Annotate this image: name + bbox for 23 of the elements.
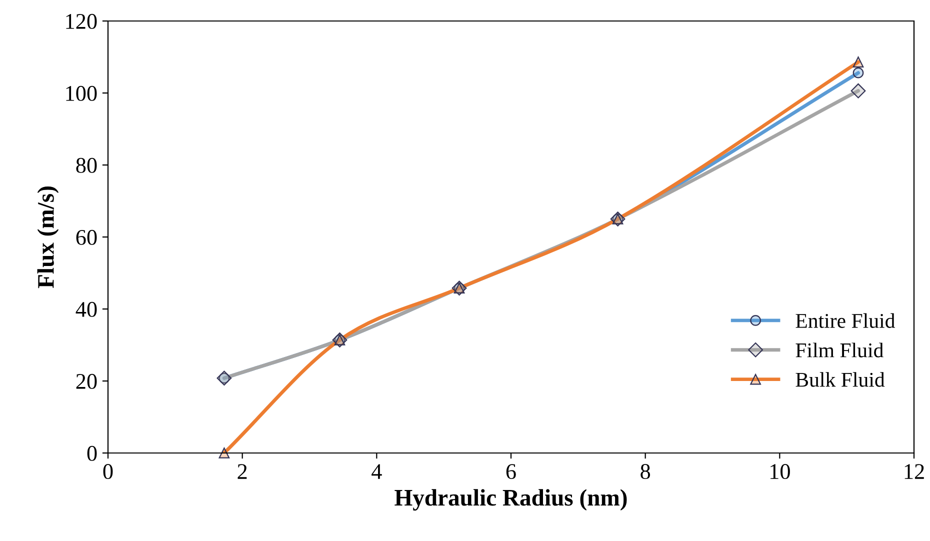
- y-tick-label: 20: [76, 374, 97, 389]
- legend-label: Film Fluid: [796, 342, 884, 358]
- y-tick-label: 100: [66, 86, 97, 101]
- point: [852, 67, 864, 78]
- x-tick-label: 12: [904, 464, 924, 479]
- point: [852, 56, 864, 68]
- y-tick-label: 60: [76, 230, 97, 245]
- point: [218, 448, 230, 458]
- x-tick-label: 0: [103, 464, 113, 480]
- x-tick-label: 2: [238, 464, 247, 479]
- y-tick-label: 80: [76, 158, 97, 173]
- x-axis-title: Hydraulic Radius (nm): [394, 489, 627, 511]
- x-tick-label: 8: [640, 464, 650, 480]
- y-axis-title: Flux (m/s): [37, 186, 59, 288]
- x-tick-label: 10: [770, 464, 790, 480]
- x-tick-label: 4: [372, 464, 382, 479]
- legend-label: Bulk Fluid: [796, 372, 885, 387]
- y-tick-label: 40: [76, 302, 97, 317]
- x-tick-label: 6: [506, 464, 516, 480]
- point: [850, 83, 866, 98]
- y-tick-label: 120: [66, 14, 97, 29]
- legend-label: Entire Fluid: [796, 313, 895, 328]
- y-tick-label: 0: [87, 446, 97, 461]
